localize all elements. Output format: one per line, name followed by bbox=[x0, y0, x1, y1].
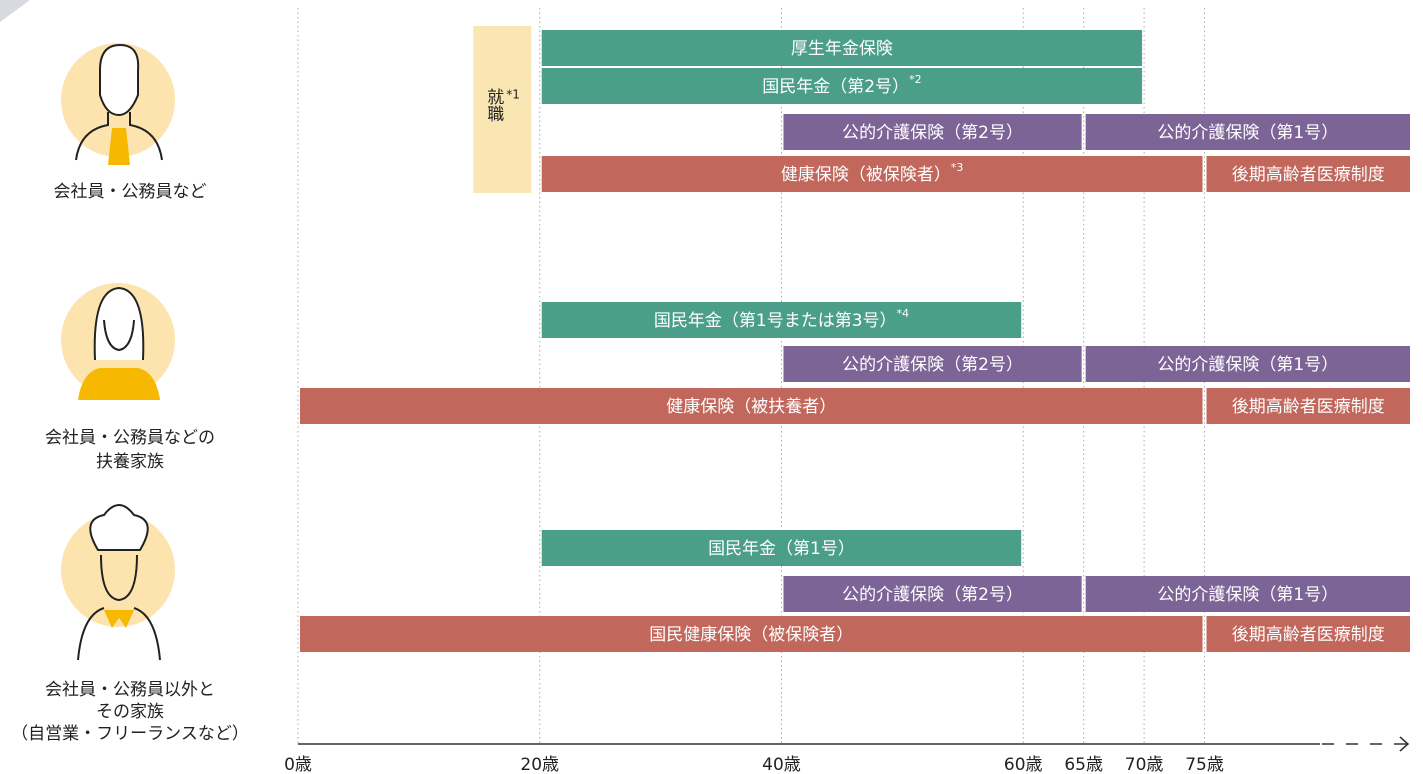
bar-label-text: 厚生年金保険 bbox=[791, 39, 893, 59]
bar-label: 公的介護保険（第1号） bbox=[1157, 585, 1338, 605]
group-label: 扶養家族 bbox=[96, 452, 164, 472]
employment-label: 就職 bbox=[483, 88, 504, 122]
group-label: その家族 bbox=[96, 702, 164, 722]
bar-label-text: 公的介護保険（第1号） bbox=[1157, 355, 1338, 375]
x-tick-label: 60歳 bbox=[1004, 755, 1043, 774]
bar-label-text: 国民健康保険（被保険者） bbox=[649, 625, 853, 645]
bar-note: *4 bbox=[897, 307, 910, 320]
x-tick-label: 0歳 bbox=[284, 755, 312, 774]
bar-label: 国民年金（第1号） bbox=[708, 539, 855, 559]
avatar-self-employed bbox=[61, 505, 175, 660]
bar-label: 健康保険（被扶養者） bbox=[666, 397, 836, 417]
x-tick-label: 75歳 bbox=[1185, 755, 1224, 774]
diagram: 0歳 20歳 40歳 60歳 65歳 70歳 75歳 就職*1 会社員・公務員など 厚生年金保険国… bbox=[0, 0, 1423, 774]
x-tick-label: 20歳 bbox=[520, 755, 559, 774]
employment-note: *1 bbox=[506, 88, 520, 102]
bar-label-text: 国民年金（第2号） bbox=[762, 77, 909, 97]
bar-label-text: 公的介護保険（第2号） bbox=[842, 355, 1023, 375]
bar-label: 公的介護保険（第2号） bbox=[842, 123, 1023, 143]
x-tick-label: 65歳 bbox=[1064, 755, 1103, 774]
bar-label-text: 後期高齢者医療制度 bbox=[1232, 397, 1385, 417]
bar-label-text: 公的介護保険（第2号） bbox=[842, 585, 1023, 605]
bar-label-text: 国民年金（第1号または第3号） bbox=[654, 311, 897, 331]
bar-label: 後期高齢者医療制度 bbox=[1232, 625, 1385, 645]
x-tick-label: 70歳 bbox=[1125, 755, 1164, 774]
bar-label: 国民健康保険（被保険者） bbox=[649, 625, 853, 645]
bar-label: 厚生年金保険 bbox=[791, 39, 893, 59]
bar-label: 公的介護保険（第2号） bbox=[842, 355, 1023, 375]
bar-label: 後期高齢者医療制度 bbox=[1232, 165, 1385, 185]
bar-label: 公的介護保険（第1号） bbox=[1157, 123, 1338, 143]
bar-note: *3 bbox=[951, 161, 964, 174]
bar-label-text: 後期高齢者医療制度 bbox=[1232, 165, 1385, 185]
bar-label: 公的介護保険（第1号） bbox=[1157, 355, 1338, 375]
group-label: 会社員・公務員などの bbox=[45, 428, 215, 448]
corner-decoration bbox=[0, 0, 30, 22]
axis-continuation-arrow bbox=[1322, 737, 1408, 751]
bar-label-text: 健康保険（被保険者） bbox=[781, 165, 951, 185]
bar-label-text: 公的介護保険（第1号） bbox=[1157, 123, 1338, 143]
bar-note: *2 bbox=[909, 73, 922, 86]
bar-label-text: 公的介護保険（第2号） bbox=[842, 123, 1023, 143]
bar-label-text: 後期高齢者医療制度 bbox=[1232, 625, 1385, 645]
bar-label: 国民年金（第2号）*2 bbox=[762, 73, 921, 97]
group-label: 会社員・公務員以外と bbox=[45, 680, 215, 700]
bar-label: 公的介護保険（第2号） bbox=[842, 585, 1023, 605]
avatar-office-worker bbox=[61, 43, 175, 165]
avatar-dependent bbox=[61, 283, 175, 400]
bar-label: 国民年金（第1号または第3号）*4 bbox=[654, 307, 909, 331]
bar-label-text: 健康保険（被扶養者） bbox=[666, 397, 836, 417]
bar-label-text: 公的介護保険（第1号） bbox=[1157, 585, 1338, 605]
group-label: 会社員・公務員など bbox=[54, 182, 207, 202]
bar-label-text: 国民年金（第1号） bbox=[708, 539, 855, 559]
group-label: （自営業・フリーランスなど） bbox=[11, 724, 249, 744]
x-tick-label: 40歳 bbox=[762, 755, 801, 774]
bar-label: 健康保険（被保険者）*3 bbox=[781, 161, 963, 185]
bar-label: 後期高齢者医療制度 bbox=[1232, 397, 1385, 417]
